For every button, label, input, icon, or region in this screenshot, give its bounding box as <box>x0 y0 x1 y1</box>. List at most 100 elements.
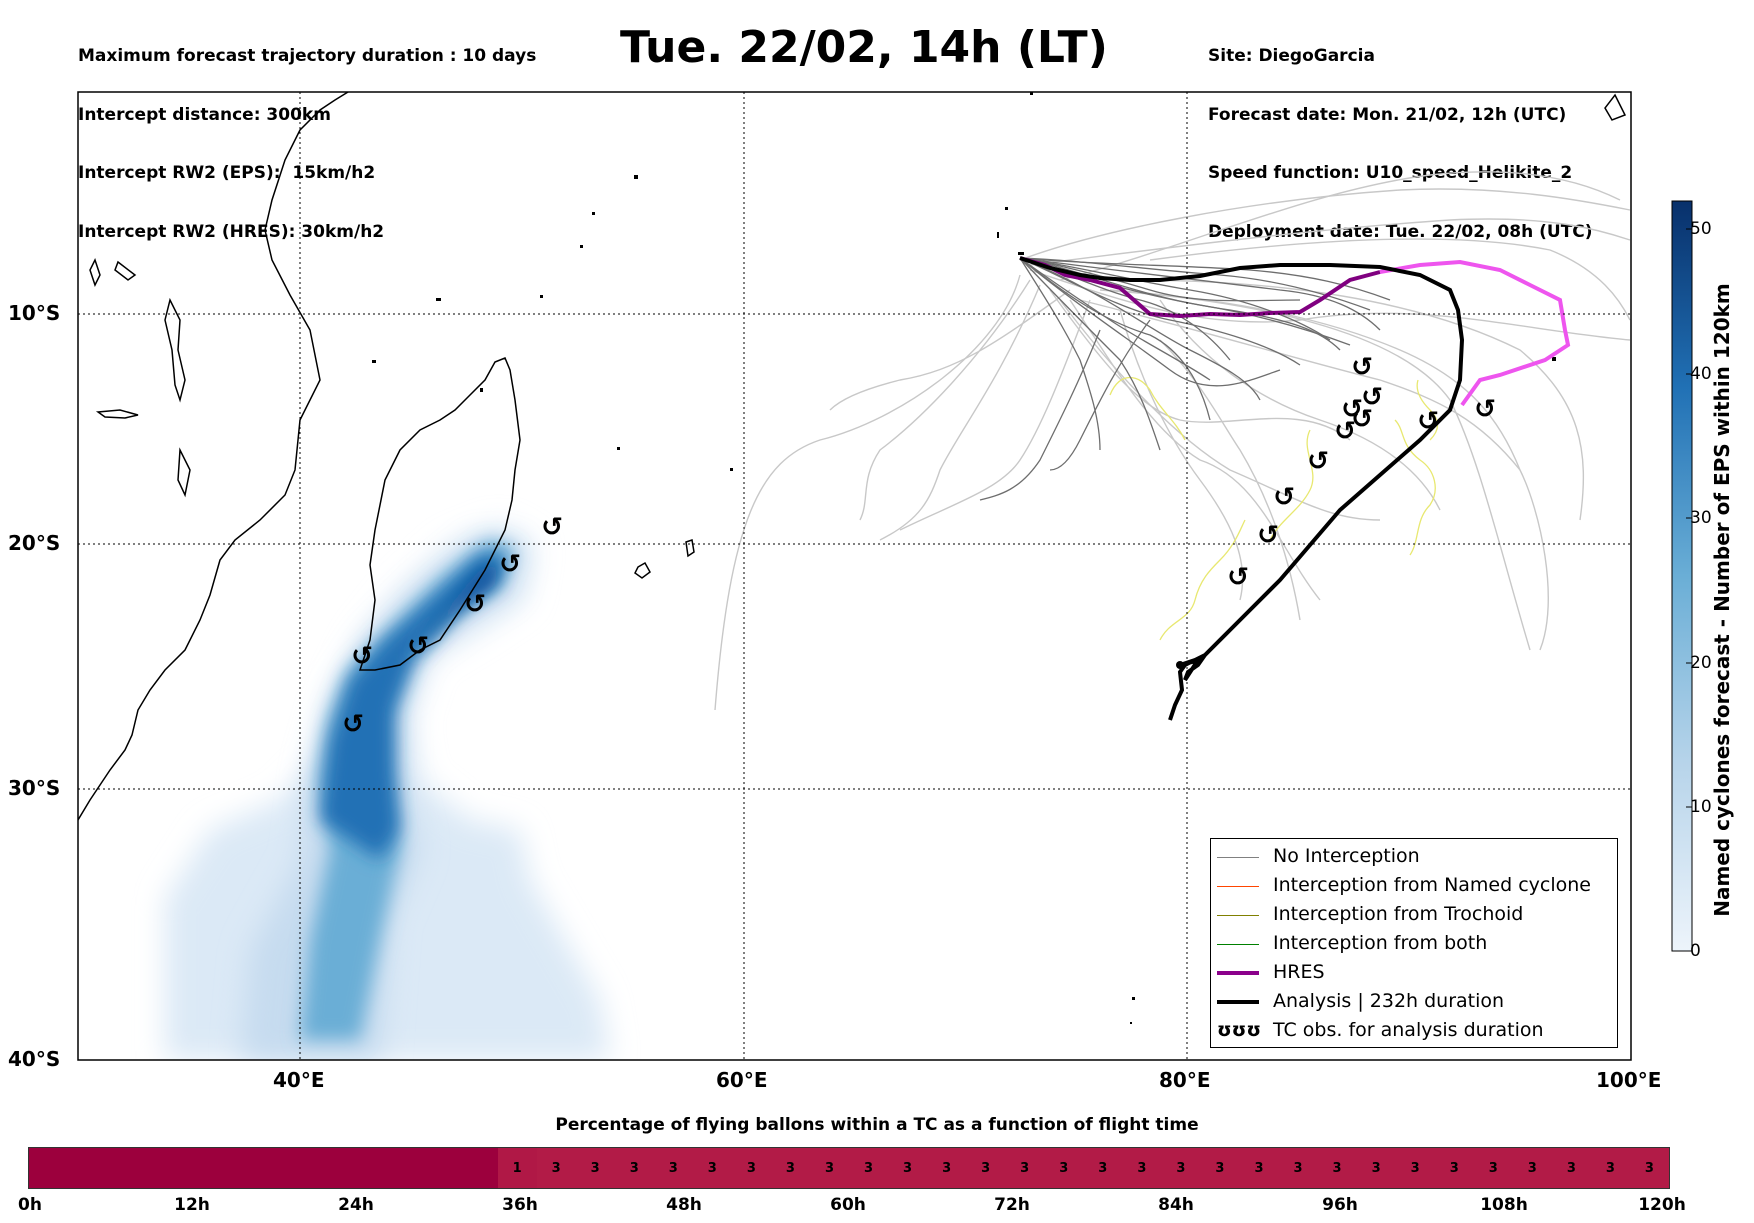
cyclone-density-field <box>165 525 610 1060</box>
map-legend: No Interception Interception from Named … <box>1210 838 1618 1048</box>
colorbar-title: Named cyclones forecast - Number of EPS … <box>1710 283 1734 917</box>
percentage-bar-title: Percentage of flying ballons within a TC… <box>555 1115 1199 1135</box>
percentage-cell: 3 <box>692 1148 732 1188</box>
legend-label: Analysis | 232h duration <box>1273 990 1505 1012</box>
page-title: Tue. 22/02, 14h (LT) <box>620 22 1108 73</box>
percentage-cell <box>107 1148 147 1188</box>
cyclone-icon: ↺ <box>1361 383 1383 413</box>
legend-swatch <box>1217 971 1259 975</box>
percentage-cell: 3 <box>614 1148 654 1188</box>
colorbar-tick-50: 50 <box>1690 219 1712 239</box>
legend-swatch <box>1217 886 1259 887</box>
percentage-cell: 3 <box>1395 1148 1435 1188</box>
percentage-cell <box>224 1148 264 1188</box>
percentage-cell: 3 <box>1239 1148 1279 1188</box>
percentage-cell: 3 <box>1005 1148 1045 1188</box>
cyclone-icon: ↺ <box>1351 353 1373 383</box>
header-intercept-distance: Intercept distance: 300km <box>78 104 331 125</box>
cyclone-icon: ↺ <box>1257 521 1279 551</box>
percentage-cell: 3 <box>1473 1148 1513 1188</box>
legend-swatch <box>1217 944 1259 945</box>
percentage-cell: 3 <box>848 1148 889 1188</box>
percentage-cell: 3 <box>1122 1148 1162 1188</box>
hour-tick-label: 72h <box>994 1195 1030 1215</box>
colorbar-tick-10: 10 <box>1690 797 1712 817</box>
map-frame <box>77 91 1632 1061</box>
percentage-cell: 3 <box>731 1148 771 1188</box>
percentage-cell: 3 <box>1044 1148 1084 1188</box>
lat-label-10s: 10°S <box>8 301 61 325</box>
legend-label: Interception from Trochoid <box>1273 903 1524 925</box>
colorbar-tick-30: 30 <box>1690 508 1712 528</box>
cyclone-icon: ↺ <box>1341 395 1363 425</box>
percentage-cell: 3 <box>1356 1148 1396 1188</box>
percentage-cell: 3 <box>575 1148 615 1188</box>
hour-tick-label: 0h <box>18 1195 42 1215</box>
legend-label: TC obs. for analysis duration <box>1273 1019 1544 1041</box>
percentage-cell: 3 <box>1083 1148 1123 1188</box>
colorbar-tick-0: 0 <box>1690 941 1701 961</box>
map-gridlines <box>78 92 1631 1060</box>
percentage-cell: 3 <box>1512 1148 1552 1188</box>
percentage-cell <box>263 1148 303 1188</box>
tc-observations: ↺ ↺ ↺ ↺ ↺ ↺ ↺ ↺ ↺ ↺ ↺ ↺ ↺ ↺ ↺ ↺ ↺ <box>342 353 1496 740</box>
percentage-cell <box>29 1148 69 1188</box>
header-intercept-eps: Intercept RW2 (EPS): 15km/h2 <box>78 163 376 183</box>
hour-tick-label: 108h <box>1480 1195 1528 1215</box>
percentage-cell <box>380 1148 420 1188</box>
percentage-cell <box>302 1148 342 1188</box>
percentage-cell: 3 <box>927 1148 967 1188</box>
coastlines <box>78 92 1627 821</box>
hres-trajectory <box>1019 256 1381 319</box>
header-speed-function: Speed function: U10_speed_Helikite_2 <box>1208 163 1573 183</box>
percentage-cell <box>146 1148 186 1188</box>
lon-label-100e: 100°E <box>1596 1068 1662 1092</box>
header-forecast-date: Forecast date: Mon. 21/02, 12h (UTC) <box>1208 104 1567 125</box>
lat-label-20s: 20°S <box>8 531 61 555</box>
legend-item-tc-obs: ʊʊʊ TC obs. for analysis duration <box>1211 1017 1617 1045</box>
lat-label-40s: 40°S <box>8 1047 61 1071</box>
small-islands <box>372 92 1556 1024</box>
legend-swatch <box>1217 1000 1259 1004</box>
legend-label: HRES <box>1273 961 1325 983</box>
percentage-cell: 3 <box>1278 1148 1318 1188</box>
cyclone-icon: ↺ <box>1273 483 1295 513</box>
cyclone-icon: ↺ <box>1474 395 1496 425</box>
cyclone-icon: ↺ <box>1227 563 1249 593</box>
lon-label-40e: 40°E <box>273 1068 325 1092</box>
percentage-cell <box>458 1148 498 1188</box>
eps-trajectories-yellow <box>1109 377 1439 641</box>
cyclone-icon: ʊʊʊ <box>1217 1019 1262 1041</box>
cyclone-icon: ↺ <box>1417 407 1439 437</box>
percentage-cell: 3 <box>1434 1148 1474 1188</box>
legend-item-named-cyclone: Interception from Named cyclone <box>1211 872 1617 900</box>
hour-tick-label: 12h <box>174 1195 210 1215</box>
legend-swatch <box>1217 915 1259 916</box>
hour-tick-label: 84h <box>1158 1195 1194 1215</box>
lon-label-60e: 60°E <box>716 1068 768 1092</box>
lon-label-80e: 80°E <box>1159 1068 1211 1092</box>
percentage-cell: 3 <box>1629 1148 1669 1188</box>
percentage-cell: 3 <box>770 1148 810 1188</box>
cyclone-icon: ↺ <box>464 590 486 620</box>
header-site: Site: DiegoGarcia <box>1208 46 1375 66</box>
legend-item-trochoid: Interception from Trochoid <box>1211 901 1617 929</box>
hour-tick-label: 60h <box>830 1195 866 1215</box>
analysis-trajectory <box>1019 256 1465 721</box>
legend-item-analysis: Analysis | 232h duration <box>1211 988 1617 1016</box>
cyclone-icon: ↺ <box>351 642 373 672</box>
header-duration: Maximum forecast trajectory duration : 1… <box>78 46 537 66</box>
colorbar-tick-20: 20 <box>1690 653 1712 673</box>
cyclone-icon: ↺ <box>541 513 563 543</box>
cyclone-icon: ↺ <box>499 550 521 580</box>
cyclone-icon: ↺ <box>1334 417 1356 447</box>
percentage-cell: 3 <box>1161 1148 1201 1188</box>
lat-label-30s: 30°S <box>8 776 61 800</box>
hour-tick-label: 24h <box>338 1195 374 1215</box>
legend-label: Interception from both <box>1273 932 1488 954</box>
percentage-cell: 3 <box>888 1148 928 1188</box>
colorbar-tick-40: 40 <box>1690 364 1712 384</box>
map-area: ↺ ↺ ↺ ↺ ↺ ↺ ↺ ↺ ↺ ↺ ↺ ↺ ↺ ↺ ↺ ↺ ↺ <box>78 92 1631 1060</box>
